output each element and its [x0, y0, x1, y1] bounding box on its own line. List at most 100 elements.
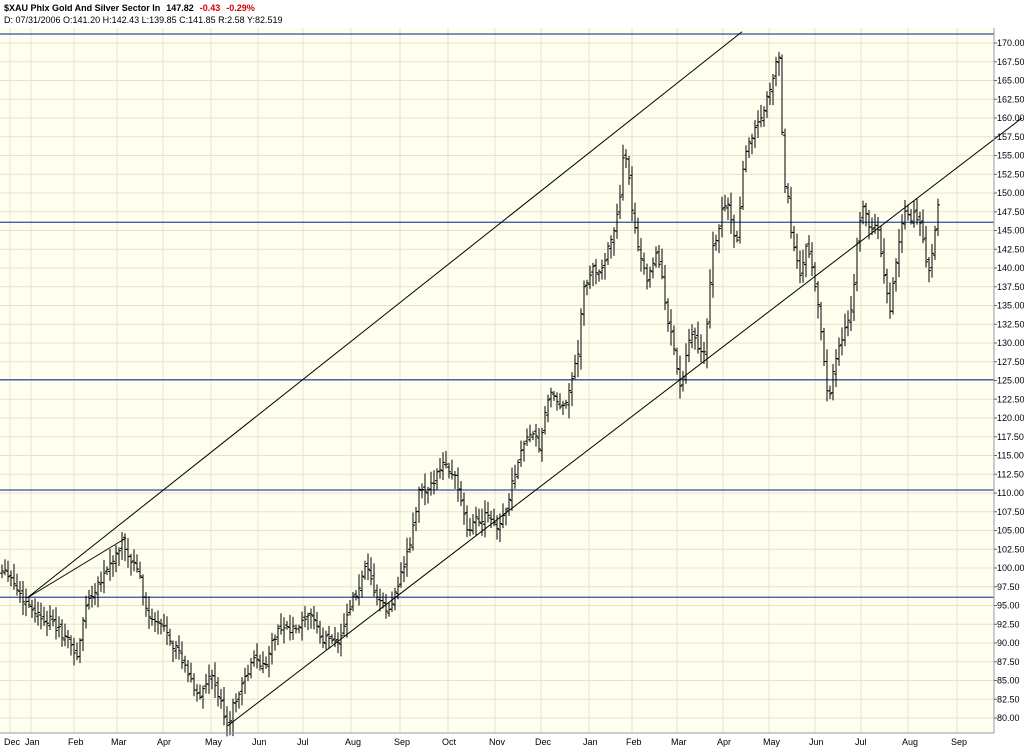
ohlc-bar: [711, 231, 715, 298]
ohlc-bar: [369, 557, 373, 586]
ohlc-bar: [762, 106, 766, 127]
ohlc-bar: [399, 562, 403, 588]
ohlc-bar: [174, 641, 178, 660]
x-axis: Dec Jan Feb Mar Apr May Jun Jul Aug Sep Oct Nov Dec J…: [0, 732, 994, 747]
ohlc-bar: [600, 259, 604, 280]
y-tick-label: 95.00: [997, 601, 1020, 611]
y-tick-label: 145.00: [997, 226, 1024, 236]
ohlc-bar: [309, 608, 313, 629]
ohlc-bar: [651, 257, 655, 279]
ohlc-bar: [0, 564, 4, 579]
x-tick-label: May: [205, 737, 223, 747]
y-tick-label: 132.50: [997, 319, 1024, 329]
ohlc-bar: [678, 355, 682, 399]
y-tick-label: 170.00: [997, 38, 1024, 48]
ohlc-bar: [564, 399, 568, 409]
ohlc-bar: [495, 515, 499, 540]
ohlc-bar: [165, 616, 169, 646]
ohlc-bar: [267, 646, 271, 678]
ohlc-bar: [330, 634, 334, 645]
ohlc-bar: [570, 372, 574, 407]
ohlc-bar: [534, 423, 538, 447]
x-tick-label: Jan: [25, 737, 40, 747]
x-tick-label: Dec: [4, 737, 21, 747]
ohlc-bar: [807, 235, 811, 258]
ohlc-bar: [144, 592, 148, 617]
ohlc-bar: [771, 74, 775, 106]
ohlc-bar: [147, 596, 151, 629]
ohlc-bar: [3, 559, 7, 576]
ohlc-bar: [372, 563, 376, 597]
ohlc-bar: [486, 501, 490, 523]
ohlc-bar: [831, 363, 835, 401]
ohlc-bar: [717, 224, 721, 254]
y-tick-label: 150.00: [997, 188, 1024, 198]
ohlc-bar: [543, 405, 547, 435]
ohlc-bar: [336, 632, 340, 654]
ohlc-bar: [273, 634, 277, 651]
ohlc-bar: [87, 589, 91, 610]
ohlc-bar: [630, 166, 634, 222]
ohlc-bar: [765, 91, 769, 118]
x-tick-label: Aug: [345, 737, 361, 747]
ohlc-bar: [438, 458, 442, 479]
ohlc-bar: [528, 424, 532, 443]
ohlc-bar: [546, 394, 550, 423]
ohlc-bar: [99, 571, 103, 592]
ohlc-bar: [552, 390, 556, 401]
trendline: [26, 537, 127, 599]
ohlc-bar: [549, 387, 553, 408]
ohlc-bar: [234, 693, 238, 713]
ohlc-bar: [306, 612, 310, 631]
ohlc-bar: [21, 580, 25, 616]
y-tick-label: 130.00: [997, 338, 1024, 348]
price-change-percent: -0.29%: [226, 3, 255, 13]
ohlc-bar: [252, 650, 256, 667]
ohlc-bar: [12, 563, 16, 590]
ohlc-bar: [501, 503, 505, 529]
y-tick-label: 80.00: [997, 713, 1020, 723]
ohlc-bar: [297, 624, 301, 634]
ohlc-bar: [510, 467, 514, 511]
ohlc-bar: [861, 200, 865, 225]
ohlc-bar: [132, 549, 136, 572]
ohlc-bar: [411, 512, 415, 551]
ohlc-bar: [693, 327, 697, 350]
ohlc-bar: [702, 341, 706, 364]
y-tick-label: 162.50: [997, 94, 1024, 104]
ohlc-bar: [720, 196, 724, 238]
ohlc-bar: [339, 623, 343, 657]
ohlc-bar: [687, 328, 691, 363]
ohlc-bar: [504, 507, 508, 526]
y-tick-label: 152.50: [997, 169, 1024, 179]
ohlc-bar: [342, 613, 346, 636]
ohlc-bar: [417, 486, 421, 523]
ohlc-bar: [930, 243, 934, 278]
ohlc-bar: [726, 197, 730, 221]
ohlc-bar: [516, 459, 520, 480]
ohlc-bar: [159, 618, 163, 635]
ohlc-bar: [927, 256, 931, 283]
y-tick-label: 142.50: [997, 244, 1024, 254]
ohlc-bar: [813, 262, 817, 292]
ohlc-bar: [315, 611, 319, 634]
ohlc-bar: [42, 606, 46, 626]
ohlc-bar: [828, 385, 832, 399]
ohlc-bar: [780, 54, 784, 136]
ohlc-bar: [636, 217, 640, 252]
ohlc-bar: [594, 259, 598, 285]
ohlc-bar: [138, 561, 142, 579]
x-tick-label: Sep: [394, 737, 410, 747]
ohlc-bar: [90, 585, 94, 608]
ohlc-bar: [93, 583, 97, 605]
ohlc-bar: [900, 214, 904, 253]
ohlc-bar: [303, 606, 307, 628]
ohlc-bar: [480, 508, 484, 536]
x-tick-label: Oct: [442, 737, 457, 747]
ohlc-bar: [408, 537, 412, 553]
ohlc-bar: [585, 279, 589, 296]
ohlc-bar: [318, 620, 322, 644]
ohlc-bar: [84, 595, 88, 629]
ohlc-bar: [324, 630, 328, 650]
trendline: [26, 31, 743, 599]
